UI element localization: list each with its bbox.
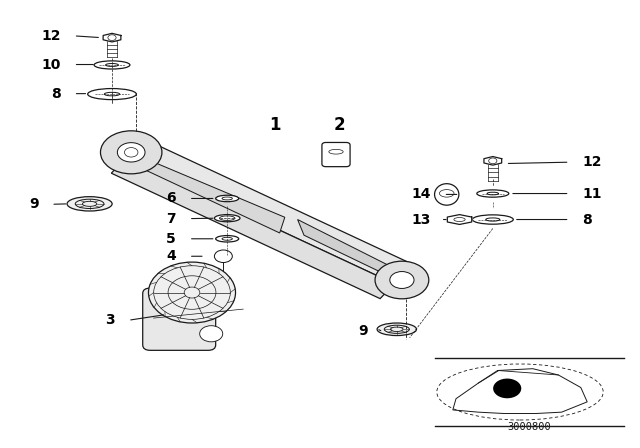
FancyBboxPatch shape xyxy=(143,288,216,350)
Text: 14: 14 xyxy=(412,187,431,202)
Ellipse shape xyxy=(477,190,509,197)
Text: 4: 4 xyxy=(166,249,176,263)
Ellipse shape xyxy=(214,215,240,222)
Text: 7: 7 xyxy=(166,211,176,226)
Ellipse shape xyxy=(94,61,130,69)
Text: 6: 6 xyxy=(166,191,176,206)
Polygon shape xyxy=(111,158,394,299)
Text: 5: 5 xyxy=(166,232,176,246)
Text: 1: 1 xyxy=(269,116,281,134)
Polygon shape xyxy=(125,139,413,284)
Circle shape xyxy=(214,250,232,263)
Ellipse shape xyxy=(377,323,417,336)
Polygon shape xyxy=(103,33,121,42)
Polygon shape xyxy=(134,156,285,233)
Text: 11: 11 xyxy=(582,186,602,201)
Text: 3: 3 xyxy=(106,313,115,327)
Polygon shape xyxy=(484,156,502,165)
Text: 9: 9 xyxy=(358,323,368,338)
Text: 8: 8 xyxy=(582,212,592,227)
Text: 10: 10 xyxy=(42,57,61,72)
Ellipse shape xyxy=(216,236,239,242)
Circle shape xyxy=(200,326,223,342)
Ellipse shape xyxy=(67,197,112,211)
Text: 2: 2 xyxy=(333,116,345,134)
Circle shape xyxy=(375,261,429,299)
Circle shape xyxy=(148,262,236,323)
Circle shape xyxy=(493,379,521,398)
Ellipse shape xyxy=(435,184,459,205)
Text: 13: 13 xyxy=(412,212,431,227)
Polygon shape xyxy=(298,220,406,284)
Text: 12: 12 xyxy=(42,29,61,43)
Text: 9: 9 xyxy=(29,197,38,211)
FancyBboxPatch shape xyxy=(322,142,350,167)
Ellipse shape xyxy=(88,89,136,99)
Text: 3000800: 3000800 xyxy=(508,422,552,432)
Circle shape xyxy=(100,131,162,174)
Ellipse shape xyxy=(472,215,513,224)
Ellipse shape xyxy=(216,195,239,202)
Text: 8: 8 xyxy=(51,86,61,101)
Polygon shape xyxy=(447,215,472,224)
Circle shape xyxy=(117,142,145,162)
Text: 12: 12 xyxy=(582,155,602,169)
Circle shape xyxy=(390,271,414,289)
